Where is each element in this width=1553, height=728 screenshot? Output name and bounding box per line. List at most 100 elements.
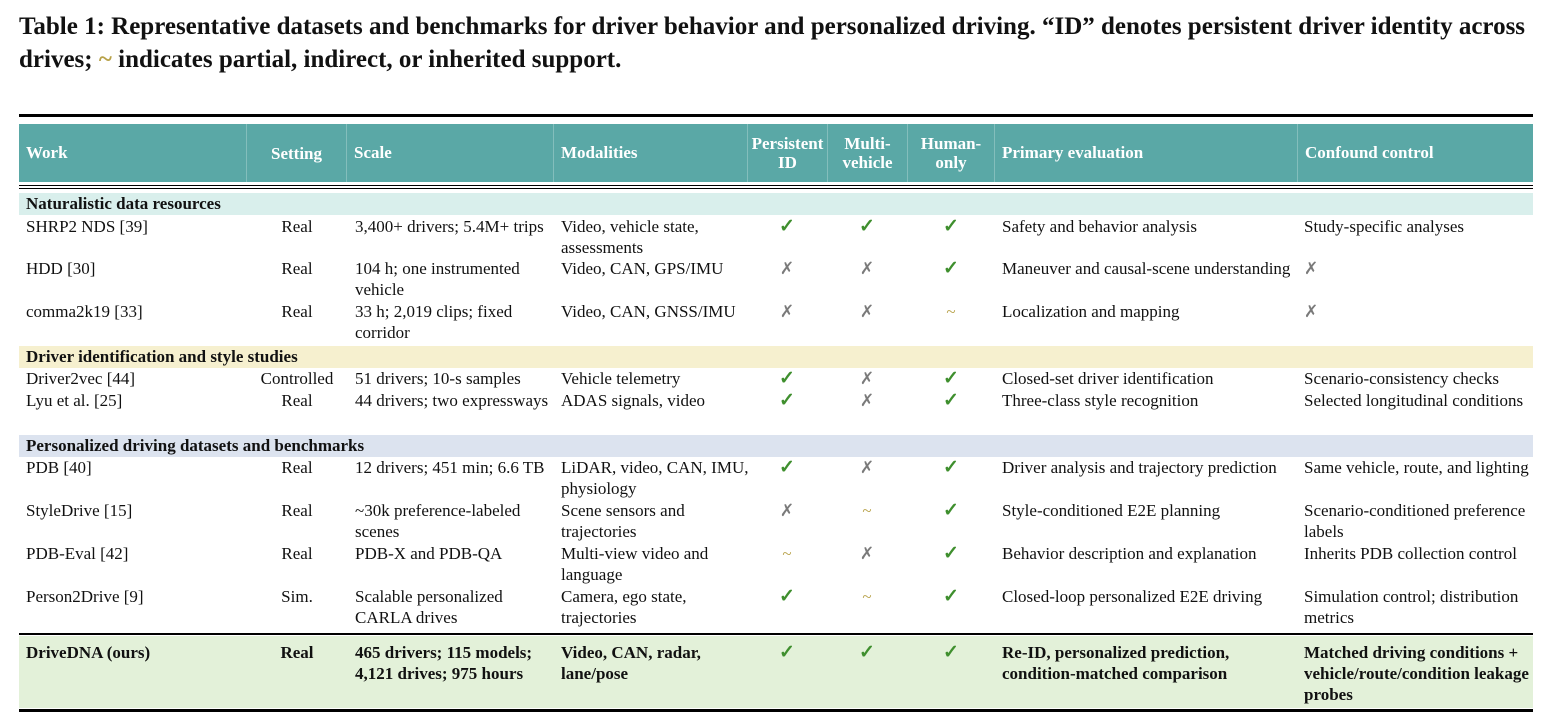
human-only-mark: ✓ (943, 258, 959, 279)
cell-eval: Driver analysis and trajectory predictio… (1002, 458, 1277, 477)
cell-eval: Safety and behavior analysis (1002, 217, 1197, 236)
human-only-mark: ✓ (943, 586, 959, 607)
cell-confound: ✗ (1304, 259, 1319, 278)
cell-eval: Maneuver and causal-scene understanding (1002, 259, 1291, 278)
cell-scale: 12 drivers; 451 min; 6.6 TB (355, 458, 545, 477)
persistent-id-mark: ✓ (779, 216, 795, 237)
cell-work: SHRP2 NDS [39] (26, 217, 148, 236)
cell-scale: 44 drivers; two expressways (355, 391, 549, 410)
header-rule-2 (19, 188, 1533, 189)
col-header-human-only: Human-only (908, 124, 995, 182)
persistent-id-mark: ~ (782, 544, 792, 563)
cell-modalities: Video, vehicle state, assessments (561, 217, 699, 257)
final-scale: 465 drivers; 115 models; 4,121 drives; 9… (355, 643, 533, 683)
cell-modalities: Camera, ego state, trajectories (561, 587, 687, 627)
cell-modalities: ADAS signals, video (561, 391, 706, 410)
section-header: Driver identification and style studies (19, 346, 1533, 368)
multi-vehicle-mark: ✗ (859, 302, 875, 321)
cell-scale: 104 h; one instrumented vehicle (355, 259, 520, 299)
cell-setting: Real (281, 544, 313, 563)
col-header-persistent-id: Persistent ID (748, 124, 828, 182)
final-modalities: Video, CAN, radar, lane/pose (561, 643, 701, 683)
cell-setting: Real (281, 302, 313, 321)
col-header-setting: Setting (247, 124, 347, 182)
human-only-mark: ✓ (943, 500, 959, 521)
persistent-id-mark: ✗ (779, 501, 795, 520)
table-header: Work Setting Scale Modalities Persistent… (19, 124, 1533, 182)
final-work: DriveDNA (ours) (26, 643, 151, 662)
multi-vehicle-mark: ✗ (859, 458, 875, 477)
cell-scale: 51 drivers; 10-s samples (355, 369, 521, 388)
cell-modalities: LiDAR, video, CAN, IMU, physiology (561, 458, 749, 498)
top-rule (19, 114, 1533, 117)
cell-confound: Same vehicle, route, and lighting (1304, 458, 1529, 477)
human-only-mark: ✓ (943, 368, 959, 389)
cell-setting: Real (281, 217, 313, 236)
multi-vehicle-mark: ✗ (859, 391, 875, 410)
cell-confound: Inherits PDB collection control (1304, 544, 1517, 563)
cell-work: PDB-Eval [42] (26, 544, 129, 563)
cell-eval: Localization and mapping (1002, 302, 1180, 321)
final-setting: Real (280, 643, 314, 662)
cell-scale: 33 h; 2,019 clips; fixed corridor (355, 302, 513, 342)
final-persistent-id-mark: ✓ (779, 642, 795, 663)
multi-vehicle-mark: ✗ (859, 369, 875, 388)
cell-confound: Simulation control; distribution metrics (1304, 587, 1519, 627)
multi-vehicle-mark: ✗ (859, 259, 875, 278)
section-header: Personalized driving datasets and benchm… (19, 435, 1533, 457)
multi-vehicle-mark: ~ (862, 587, 872, 606)
cell-setting: Real (281, 391, 313, 410)
cell-eval: Closed-set driver identification (1002, 369, 1214, 388)
human-only-mark: ✓ (943, 457, 959, 478)
cell-confound: Scenario-consistency checks (1304, 369, 1499, 388)
header-rule-1 (19, 185, 1533, 186)
cell-setting: Real (281, 259, 313, 278)
cell-confound: Scenario-conditioned preference labels (1304, 501, 1526, 541)
multi-vehicle-mark: ~ (862, 501, 872, 520)
cell-eval: Closed-loop personalized E2E driving (1002, 587, 1263, 606)
cell-work: HDD [30] (26, 259, 96, 278)
cell-scale: Scalable personalized CARLA drives (355, 587, 503, 627)
caption-text-1: Table 1: Representative datasets and ben… (19, 13, 1526, 73)
col-header-work: Work (19, 124, 247, 182)
cell-scale: 3,400+ drivers; 5.4M+ trips (355, 217, 544, 236)
final-multi-vehicle-mark: ✓ (859, 642, 875, 663)
multi-vehicle-mark: ✗ (859, 544, 875, 563)
human-only-mark: ✓ (943, 390, 959, 411)
cell-modalities: Multi-view video and language (561, 544, 709, 584)
col-header-multi-vehicle: Multi-vehicle (828, 124, 908, 182)
persistent-id-mark: ✗ (779, 302, 795, 321)
table-caption: Table 1: Representative datasets and ben… (19, 10, 1539, 76)
cell-work: StyleDrive [15] (26, 501, 133, 520)
persistent-id-mark: ✗ (779, 259, 795, 278)
cell-setting: Controlled (260, 369, 334, 388)
cell-modalities: Video, CAN, GPS/IMU (561, 259, 724, 278)
persistent-id-mark: ✓ (779, 586, 795, 607)
cell-work: PDB [40] (26, 458, 92, 477)
caption-text-2: indicates partial, indirect, or inherite… (118, 46, 622, 73)
cell-work: Driver2vec [44] (26, 369, 136, 388)
final-row-rule (19, 633, 1533, 635)
bottom-rule (19, 709, 1533, 712)
cell-eval: Behavior description and explanation (1002, 544, 1257, 563)
cell-modalities: Scene sensors and trajectories (561, 501, 685, 541)
col-header-primary-evaluation: Primary evaluation (995, 124, 1298, 182)
cell-eval: Style-conditioned E2E planning (1002, 501, 1221, 520)
cell-confound: ✗ (1304, 302, 1319, 321)
human-only-mark: ✓ (943, 216, 959, 237)
human-only-mark: ~ (946, 302, 956, 321)
persistent-id-mark: ✓ (779, 368, 795, 389)
cell-setting: Sim. (281, 587, 313, 606)
cell-eval: Three-class style recognition (1002, 391, 1199, 410)
cell-modalities: Vehicle telemetry (561, 369, 681, 388)
caption-tilde: ~ (98, 46, 112, 73)
col-header-scale: Scale (347, 124, 554, 182)
cell-scale: ~30k preference-labeled scenes (355, 501, 521, 541)
persistent-id-mark: ✓ (779, 457, 795, 478)
cell-modalities: Video, CAN, GNSS/IMU (561, 302, 736, 321)
col-header-modalities: Modalities (554, 124, 748, 182)
final-confound-control: Matched driving conditions + vehicle/rou… (1304, 643, 1529, 704)
final-primary-evaluation: Re-ID, personalized prediction, conditio… (1002, 643, 1230, 683)
final-row-drivedna: DriveDNA (ours) Real 465 drivers; 115 mo… (19, 636, 1533, 708)
col-header-confound-control: Confound control (1305, 143, 1434, 162)
